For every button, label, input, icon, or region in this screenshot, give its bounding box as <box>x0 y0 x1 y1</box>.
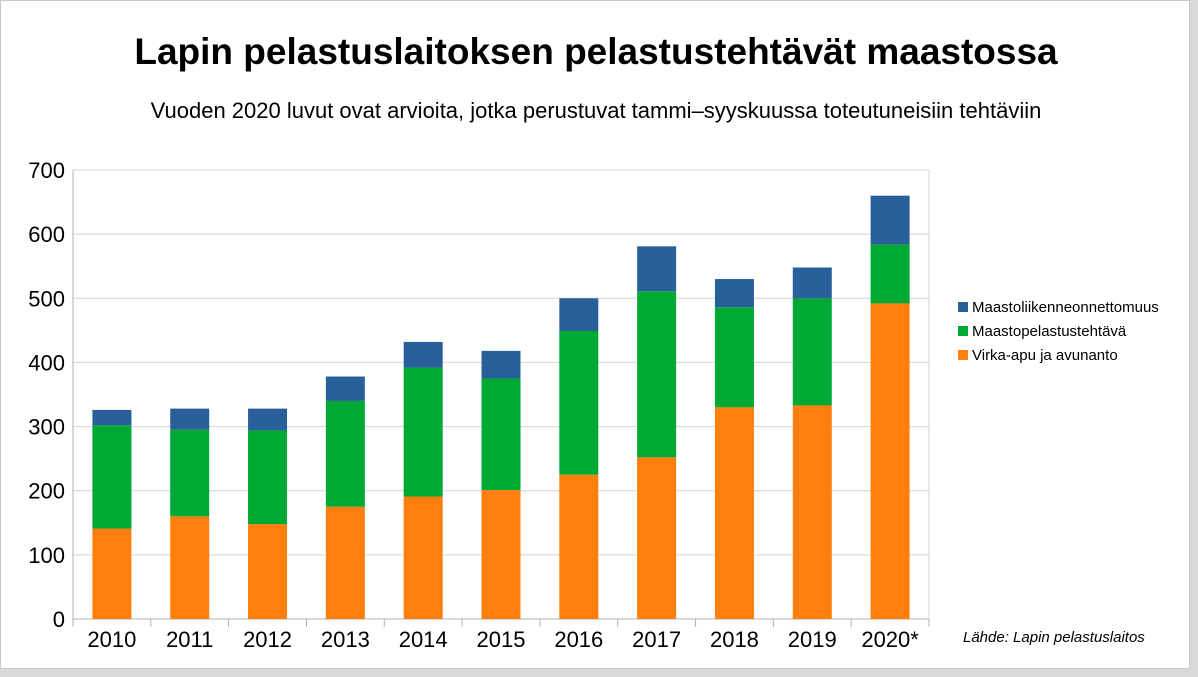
y-tick-label: 700 <box>28 158 65 183</box>
legend: Maastoliikenneonnettomuus Maastopelastust… <box>958 299 1159 364</box>
bar-segment <box>325 400 365 507</box>
y-tick-label: 300 <box>28 415 65 440</box>
bar-segment <box>792 405 832 619</box>
x-tick-label: 2013 <box>321 627 370 652</box>
x-tick-label: 2018 <box>710 627 759 652</box>
source-note: Lähde: Lapin pelastuslaitos <box>963 629 1145 646</box>
bar-segment <box>403 496 443 619</box>
bar-segment <box>559 298 599 331</box>
bar-segment <box>325 506 365 619</box>
chart-subtitle: Vuoden 2020 luvut ovat arvioita, jotka p… <box>150 98 1042 123</box>
bar-segment <box>325 376 365 401</box>
y-tick-label: 500 <box>28 286 65 311</box>
chart-title: Lapin pelastuslaitoksen pelastustehtävät… <box>134 31 1058 72</box>
y-tick-label: 200 <box>28 479 65 504</box>
y-tick-label: 400 <box>28 350 65 375</box>
bar-segment <box>170 429 210 517</box>
legend-swatch <box>958 350 968 360</box>
legend-swatch <box>958 326 968 336</box>
x-tick-label: 2020* <box>861 627 919 652</box>
x-tick-label: 2019 <box>788 627 837 652</box>
bar-segment <box>481 378 521 491</box>
legend-swatch <box>958 302 968 312</box>
bar-segment <box>870 303 910 619</box>
bar-segment <box>248 524 288 619</box>
bar-segment <box>870 195 910 245</box>
bar-segment <box>559 474 599 619</box>
bars <box>92 195 910 619</box>
bar-segment <box>481 350 521 379</box>
bar-segment <box>714 307 754 408</box>
bar-segment <box>637 291 677 458</box>
bar-segment <box>248 430 288 525</box>
y-tick-label: 100 <box>28 543 65 568</box>
bar-segment <box>248 408 288 431</box>
bar-segment <box>170 408 210 430</box>
bar-segment <box>92 425 132 529</box>
bar-segment <box>92 409 132 426</box>
bar-segment <box>559 330 599 475</box>
bar-segment <box>92 528 132 619</box>
bar-segment <box>714 279 754 308</box>
grid-lines <box>72 169 930 627</box>
bar-segment <box>403 341 443 368</box>
bar-segment <box>403 367 443 497</box>
y-tick-label: 0 <box>53 607 65 632</box>
bar-segment <box>637 457 677 619</box>
bar-segment <box>792 267 832 299</box>
legend-label: Virka-apu ja avunanto <box>972 347 1118 364</box>
bar-segment <box>714 407 754 619</box>
legend-label: Maastoliikenneonnettomuus <box>972 299 1159 316</box>
x-tick-label: 2014 <box>399 627 448 652</box>
bar-segment <box>637 246 677 292</box>
bar-segment <box>792 298 832 406</box>
bar-segment <box>170 516 210 619</box>
y-tick-label: 600 <box>28 222 65 247</box>
legend-label: Maastopelastustehtävä <box>972 323 1127 340</box>
x-tick-label: 2012 <box>243 627 292 652</box>
x-tick-label: 2015 <box>477 627 526 652</box>
x-tick-label: 2017 <box>632 627 681 652</box>
x-tick-label: 2011 <box>166 627 213 652</box>
x-tick-label: 2016 <box>554 627 603 652</box>
bar-segment <box>870 244 910 304</box>
bar-segment <box>481 490 521 619</box>
axes: 0 100 200 300 400 500 600 700 2010 2011 2012 2013 20… <box>28 158 919 652</box>
x-tick-label: 2010 <box>87 627 136 652</box>
